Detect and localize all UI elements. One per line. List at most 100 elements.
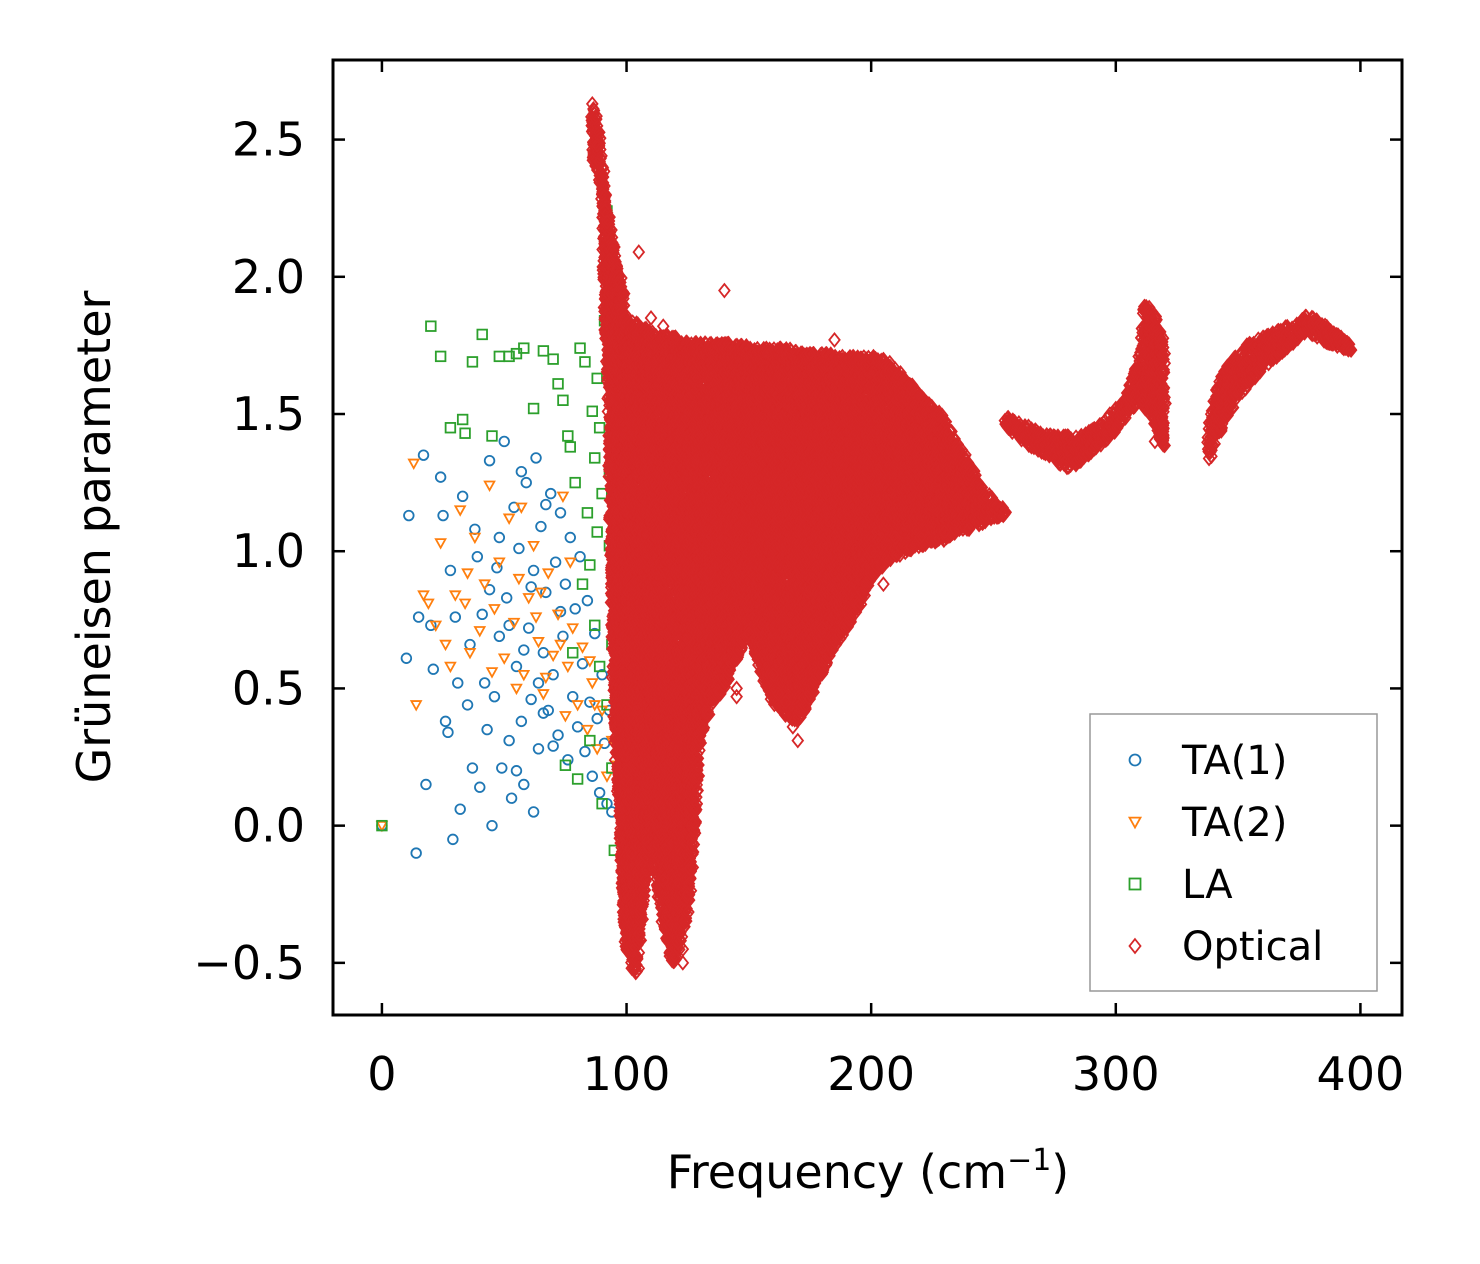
data-point	[596, 669, 608, 681]
data-point	[574, 342, 586, 354]
data-point	[547, 353, 559, 365]
data-point	[458, 598, 472, 611]
data-point	[593, 787, 606, 799]
data-point	[505, 792, 518, 804]
data-point	[545, 487, 557, 500]
data-point	[493, 531, 506, 544]
data-point	[434, 350, 447, 363]
data-point	[488, 604, 501, 616]
data-point	[447, 833, 459, 846]
data-point	[535, 520, 547, 533]
data-point	[493, 557, 506, 569]
data-point	[586, 770, 598, 782]
data-point	[579, 745, 591, 758]
data-point	[493, 630, 506, 642]
data-point	[569, 603, 581, 615]
data-point	[583, 656, 597, 668]
data-point	[376, 819, 388, 832]
data-point	[532, 677, 545, 689]
series-ta-1-	[376, 435, 618, 859]
data-point	[466, 356, 479, 368]
data-point	[547, 669, 559, 681]
data-point	[456, 490, 469, 503]
data-point	[564, 531, 576, 544]
data-point	[439, 715, 452, 728]
data-point	[510, 660, 523, 673]
data-point	[593, 130, 607, 147]
data-point	[481, 723, 493, 736]
data-point	[375, 820, 389, 833]
data-point	[539, 672, 553, 685]
data-point	[444, 422, 457, 434]
data-point	[410, 847, 422, 859]
data-point	[559, 711, 572, 723]
data-point	[434, 471, 447, 483]
data-point	[517, 669, 531, 682]
data-point	[512, 573, 526, 586]
data-point	[427, 663, 439, 675]
data-point	[576, 578, 589, 590]
data-point	[591, 712, 603, 725]
data-point	[581, 594, 594, 607]
data-point	[488, 690, 501, 703]
data-point	[437, 509, 449, 522]
data-point	[549, 556, 562, 568]
data-point	[591, 526, 603, 538]
data-point	[515, 715, 528, 728]
data-point	[581, 507, 594, 519]
data-point	[566, 623, 580, 635]
data-point	[444, 661, 457, 674]
data-point	[496, 762, 508, 774]
data-point	[586, 405, 598, 417]
data-point	[522, 593, 536, 605]
data-point	[561, 661, 575, 674]
data-point	[537, 707, 550, 719]
series-ta-2-	[375, 458, 624, 833]
data-point	[532, 637, 545, 649]
data-point	[442, 726, 454, 739]
data-point	[525, 693, 537, 706]
data-point	[503, 734, 515, 747]
data-point	[527, 540, 540, 553]
data-point	[417, 590, 430, 602]
data-point	[498, 435, 510, 448]
data-point	[547, 740, 559, 752]
data-point	[483, 454, 496, 467]
data-point	[589, 619, 601, 632]
data-point	[485, 667, 499, 679]
data-point	[439, 639, 452, 652]
data-point	[559, 578, 572, 590]
data-point	[502, 513, 516, 525]
data-point	[522, 622, 535, 634]
data-point	[595, 166, 609, 183]
data-point	[590, 744, 604, 756]
data-point	[584, 696, 596, 708]
data-point	[520, 476, 532, 489]
data-point	[571, 700, 584, 712]
data-point	[453, 505, 467, 517]
data-point	[403, 509, 415, 522]
data-point	[593, 660, 606, 673]
data-point	[510, 765, 523, 777]
data-point	[473, 626, 487, 638]
data-point	[461, 699, 474, 711]
data-point	[557, 394, 569, 406]
data-point	[540, 586, 552, 599]
data-point	[554, 507, 567, 519]
data-point	[513, 542, 525, 555]
data-point	[486, 819, 498, 832]
data-point	[429, 620, 443, 632]
data-point	[589, 627, 601, 640]
data-point	[537, 345, 550, 357]
data-point	[412, 611, 425, 623]
data-point	[474, 781, 486, 793]
data-point	[552, 378, 564, 390]
data-point	[527, 402, 540, 415]
data-point	[576, 658, 589, 670]
data-point	[563, 557, 577, 569]
data-point	[585, 678, 599, 690]
data-point	[562, 430, 574, 442]
data-point	[452, 677, 464, 689]
data-point	[425, 320, 437, 332]
data-point	[596, 797, 608, 810]
